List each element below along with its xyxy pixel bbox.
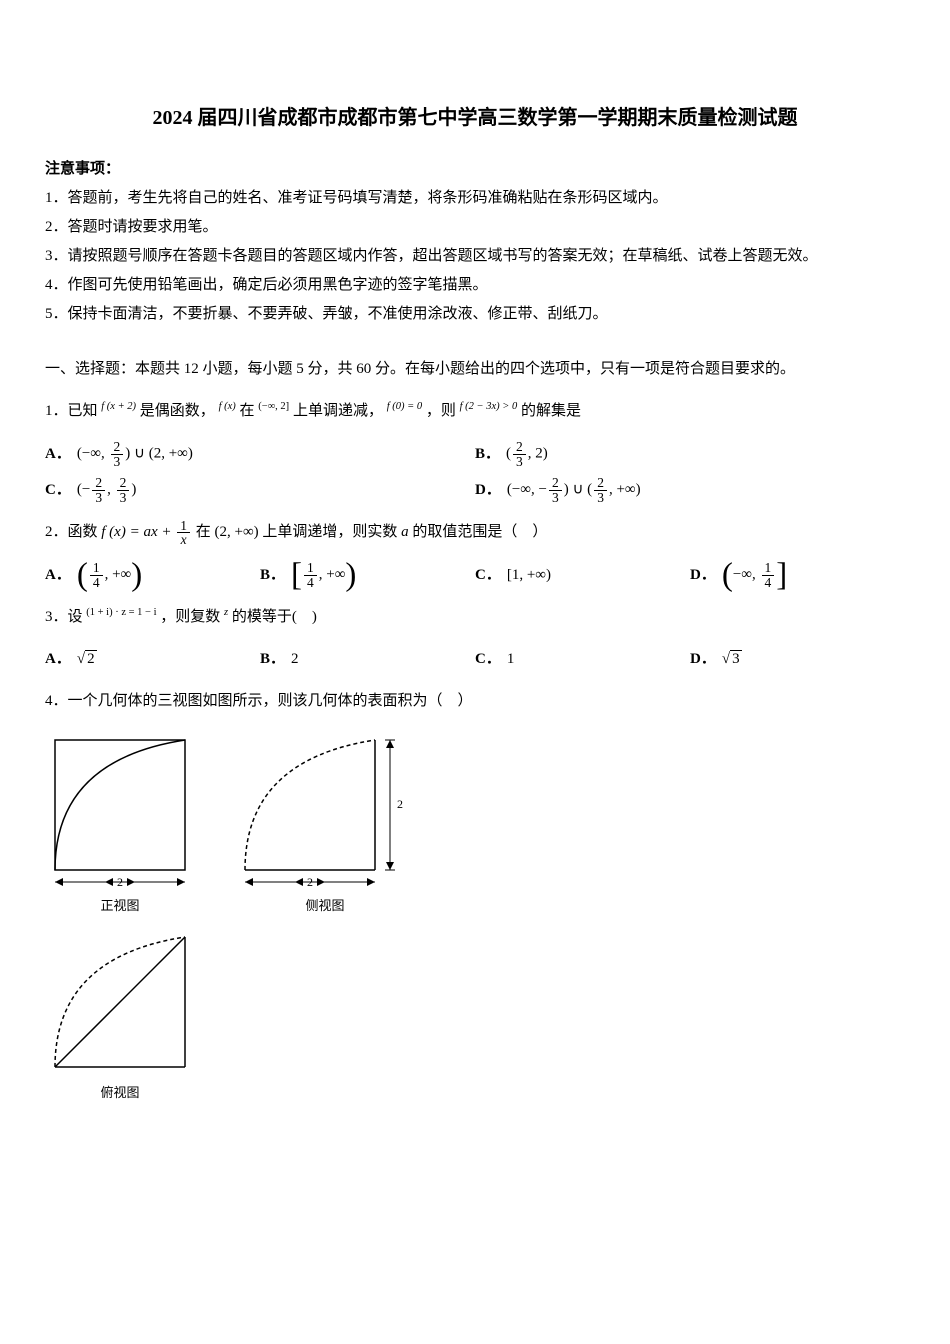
- q2-option-c: C． [1, +∞): [475, 561, 690, 589]
- q3-mid: ，则复数: [160, 609, 224, 625]
- q4-side-view: 2 2 侧视图: [235, 730, 415, 917]
- q1-c-expr: (−23, 23): [77, 476, 136, 504]
- instruction-4: 4．作图可先使用铅笔画出，确定后必须用黑色字迹的签字笔描黑。: [45, 272, 905, 299]
- q1-d-label: D．: [475, 477, 501, 504]
- q2-c-label: C．: [475, 562, 501, 589]
- front-dim: 2: [117, 875, 123, 889]
- top-view-svg: [45, 927, 195, 1077]
- q4-figures-row2: 俯视图: [45, 927, 905, 1104]
- q2-func: f (x) = ax +: [101, 524, 175, 540]
- q2-options: A． (14, +∞) B． [14, +∞) C． [1, +∞) D． (−…: [45, 561, 905, 589]
- q2-d-label: D．: [690, 562, 716, 589]
- q1-c-label: C．: [45, 477, 71, 504]
- q3-prefix: 3．设: [45, 609, 86, 625]
- question-3: 3．设 (1 + i) · z = 1 − i ，则复数 z 的模等于( ): [45, 601, 905, 634]
- q3-z: z: [224, 607, 228, 618]
- q1-prefix: 1．已知: [45, 403, 101, 419]
- side-dim-bottom: 2: [307, 875, 313, 889]
- q3-option-d: D． √3: [690, 646, 905, 673]
- question-4: 4．一个几何体的三视图如图所示，则该几何体的表面积为（ ）: [45, 685, 905, 718]
- q1-fx: f (x): [219, 401, 236, 412]
- q2-d-expr: (−∞, 14]: [722, 561, 787, 589]
- q3-a-label: A．: [45, 646, 71, 673]
- q4-figures-row1: 2 正视图 2 2 侧视图: [45, 730, 905, 917]
- q3-d-expr: √3: [722, 646, 742, 673]
- q3-a-expr: √2: [77, 646, 97, 673]
- q1-part1: 是偶函数，: [140, 403, 215, 419]
- q3-option-c: C． 1: [475, 646, 690, 673]
- q2-option-d: D． (−∞, 14]: [690, 561, 905, 589]
- instruction-3: 3．请按照题号顺序在答题卡各题目的答题区域内作答，超出答题区域书写的答案无效；在…: [45, 243, 905, 270]
- q2-prefix: 2．函数: [45, 524, 101, 540]
- front-view-label: 正视图: [100, 894, 139, 917]
- top-view-label: 俯视图: [100, 1081, 139, 1104]
- q3-tail: 的模等于( ): [232, 609, 317, 625]
- q3-c-label: C．: [475, 646, 501, 673]
- exam-title: 2024 届四川省成都市成都市第七中学高三数学第一学期期末质量检测试题: [45, 100, 905, 136]
- q1-fineq: f (2 − 3x) > 0: [460, 401, 518, 412]
- q2-mid: 在 (2, +∞) 上单调递增，则实数: [196, 524, 401, 540]
- side-view-svg: 2 2: [235, 730, 415, 890]
- q1-option-a: A． (−∞, 23) ∪ (2, +∞): [45, 440, 475, 468]
- q3-b-label: B．: [260, 646, 285, 673]
- q1-option-c: C． (−23, 23): [45, 476, 475, 504]
- q2-b-label: B．: [260, 562, 285, 589]
- q2-var-a: a: [401, 524, 409, 540]
- q3-b-expr: 2: [291, 646, 299, 673]
- q2-option-b: B． [14, +∞): [260, 561, 475, 589]
- side-view-label: 侧视图: [305, 894, 344, 917]
- q1-a-label: A．: [45, 441, 71, 468]
- q1-options-row2: C． (−23, 23) D． (−∞, −23) ∪ (23, +∞): [45, 476, 905, 504]
- q2-b-expr: [14, +∞): [291, 561, 356, 589]
- q4-top-view: 俯视图: [45, 927, 195, 1104]
- q1-option-d: D． (−∞, −23) ∪ (23, +∞): [475, 476, 905, 504]
- instruction-5: 5．保持卡面清洁，不要折暴、不要弄破、弄皱，不准使用涂改液、修正带、刮纸刀。: [45, 301, 905, 328]
- q2-a-expr: (14, +∞): [77, 561, 142, 589]
- q1-options-row1: A． (−∞, 23) ∪ (2, +∞) B． (23, 2): [45, 440, 905, 468]
- question-2: 2．函数 f (x) = ax + 1x 在 (2, +∞) 上单调递增，则实数…: [45, 516, 905, 549]
- q2-tail: 的取值范围是（ ）: [412, 524, 547, 540]
- q1-part3: 上单调递减，: [293, 403, 383, 419]
- q1-part2: 在: [240, 403, 259, 419]
- q3-option-b: B． 2: [260, 646, 475, 673]
- q3-c-expr: 1: [507, 646, 515, 673]
- q1-part4: ，则: [426, 403, 460, 419]
- q1-b-label: B．: [475, 441, 500, 468]
- q3-d-label: D．: [690, 646, 716, 673]
- q4-front-view: 2 正视图: [45, 730, 195, 917]
- q1-option-b: B． (23, 2): [475, 440, 905, 468]
- front-view-svg: 2: [45, 730, 195, 890]
- q1-f0: f (0) = 0: [387, 401, 422, 412]
- q2-option-a: A． (14, +∞): [45, 561, 260, 589]
- q3-expr: (1 + i) · z = 1 − i: [86, 607, 156, 618]
- instruction-2: 2．答题时请按要求用笔。: [45, 214, 905, 241]
- q1-fx2: f (x + 2): [101, 401, 136, 412]
- section-intro: 一、选择题：本题共 12 小题，每小题 5 分，共 60 分。在每小题给出的四个…: [45, 356, 905, 383]
- q3-options: A． √2 B． 2 C． 1 D． √3: [45, 646, 905, 673]
- q1-d-expr: (−∞, −23) ∪ (23, +∞): [507, 476, 641, 504]
- question-1: 1．已知 f (x + 2) 是偶函数， f (x) 在 (−∞, 2] 上单调…: [45, 395, 905, 428]
- q2-c-expr: [1, +∞): [507, 562, 551, 589]
- q1-a-expr: (−∞, 23) ∪ (2, +∞): [77, 440, 193, 468]
- notice-heading: 注意事项：: [45, 156, 905, 183]
- q3-option-a: A． √2: [45, 646, 260, 673]
- q1-part5: 的解集是: [521, 403, 581, 419]
- instruction-1: 1．答题前，考生先将自己的姓名、准考证号码填写清楚，将条形码准确粘贴在条形码区域…: [45, 185, 905, 212]
- side-dim-right: 2: [397, 797, 403, 811]
- q1-interval: (−∞, 2]: [258, 401, 289, 412]
- q1-b-expr: (23, 2): [506, 440, 548, 468]
- q2-a-label: A．: [45, 562, 71, 589]
